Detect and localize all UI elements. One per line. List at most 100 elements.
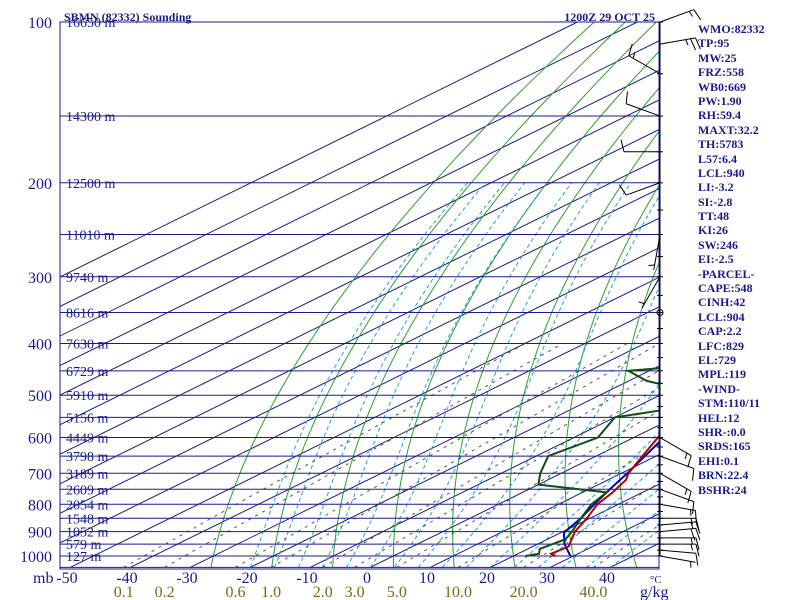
pressure-tick-label: 100 <box>28 15 52 32</box>
wind-barb <box>659 9 694 23</box>
wind-barb-feather <box>695 528 701 541</box>
temperature-axis-unit: °C <box>650 574 662 586</box>
index-row: STM:110/11 <box>698 396 761 411</box>
index-row: L57:6.4 <box>698 151 737 166</box>
wind-barb-feather <box>690 528 696 541</box>
temperature-tick-label: 10 <box>419 570 435 587</box>
wind-barb-feather <box>695 537 700 551</box>
wind-barb <box>641 276 661 309</box>
wind-barb <box>659 503 696 511</box>
wind-barb <box>626 103 661 117</box>
moist-adiabat-line <box>490 383 659 568</box>
index-row: LCL:904 <box>698 309 745 324</box>
index-row: MAXT:32.2 <box>698 122 759 137</box>
pressure-tick-label: 1000 <box>20 549 52 566</box>
pressure-tick-label: 500 <box>28 388 52 405</box>
wind-barb-feather <box>690 543 693 551</box>
index-row: WB0:669 <box>698 79 746 94</box>
wind-barb <box>659 521 696 526</box>
moist-adiabat-line <box>418 182 632 568</box>
height-label: 12500 m <box>66 177 116 192</box>
wind-barb <box>659 549 696 554</box>
mixing-ratio-unit: g/kg <box>640 584 668 600</box>
wind-barb-feather <box>692 501 695 514</box>
temperature-tick-label: -10 <box>296 570 317 587</box>
pressure-tick-label: 200 <box>28 176 52 193</box>
mixing-ratio-tick-label: 0.2 <box>155 584 175 600</box>
moist-adiabat-line <box>273 182 486 568</box>
isotherm-line <box>60 247 659 544</box>
pressure-tick-label: 700 <box>28 466 52 483</box>
wind-barb <box>659 37 696 45</box>
mixing-ratio-line <box>354 387 659 568</box>
temperature-tick-label: -30 <box>176 570 197 587</box>
dry-adiabat-line <box>452 87 659 568</box>
isotherm-line <box>60 158 659 455</box>
isotherm-line <box>70 276 659 568</box>
isotherm-line <box>60 22 578 278</box>
wind-barb <box>626 182 661 196</box>
height-label: 1052 m <box>66 526 109 541</box>
moist-adiabat-line <box>297 182 505 568</box>
index-row: MW:25 <box>698 50 737 65</box>
mixing-ratio-line <box>396 410 659 568</box>
index-row: LI:-3.2 <box>698 180 734 195</box>
isotherm-line <box>60 99 659 396</box>
calm-wind-marker <box>656 309 664 317</box>
wind-barb-feather <box>690 38 697 51</box>
wind-barb-feather <box>690 518 693 525</box>
index-row: TT:48 <box>698 209 730 224</box>
isotherm-line <box>60 69 659 367</box>
pressure-tick-label: 400 <box>28 337 52 354</box>
index-row: LFC:829 <box>698 338 744 353</box>
moist-adiabat-line <box>249 182 468 568</box>
mixing-ratio-tick-label: 20.0 <box>510 584 538 600</box>
isotherm-line <box>60 40 659 337</box>
dry-adiabat-line <box>618 261 659 568</box>
index-row: EHI:0.1 <box>698 453 740 468</box>
mixing-ratio-tick-label: 0.1 <box>114 584 134 600</box>
mixing-ratio-line <box>123 343 526 568</box>
isotherm-line <box>60 22 638 307</box>
temperature-tick-label: -50 <box>56 570 77 587</box>
mixing-ratio-line <box>235 343 628 568</box>
background-grid <box>60 22 659 568</box>
moist-adiabat-line <box>394 182 600 568</box>
mixing-ratio-line <box>457 444 659 568</box>
mixing-ratio-tick-label: 2.0 <box>313 584 333 600</box>
sounding-curves <box>525 367 659 557</box>
wind-barb-feather <box>618 184 627 196</box>
isotherm-line <box>60 217 659 514</box>
index-row: KI:26 <box>698 223 728 238</box>
height-label: 3798 m <box>66 450 109 465</box>
height-label: 579 m <box>66 538 102 553</box>
dry-adiabat-line <box>509 130 659 568</box>
pressure-tick-label: 600 <box>28 431 52 448</box>
isotherm-line <box>60 129 659 426</box>
temperature-tick-label: 0 <box>363 570 371 587</box>
index-panel: WMO:82332 TP:95 MW:25 FRZ:558 WB0:669 PW… <box>698 22 798 497</box>
height-label: 1548 m <box>66 512 109 527</box>
wind-barb-feather <box>695 543 700 557</box>
mixing-ratio-tick-label: 40.0 <box>579 584 607 600</box>
index-row: WMO:82332 <box>698 22 765 36</box>
temperature-curve <box>548 434 659 557</box>
wind-barb-feather <box>693 9 702 21</box>
chart-title: SBMN (82332) Sounding <box>64 10 191 24</box>
wind-barb-feather <box>694 37 701 50</box>
moist-adiabat-line <box>369 182 573 568</box>
isotherm-line <box>310 395 659 568</box>
wind-barb <box>628 55 661 75</box>
index-row: LCL:940 <box>698 165 745 180</box>
wind-barb-feather <box>684 452 688 460</box>
wind-barb-feather <box>625 91 628 104</box>
plot-frame <box>59 21 660 570</box>
dewpoint-curve <box>525 367 659 557</box>
wind-barb-feather <box>692 468 695 481</box>
moist-adiabat-line <box>514 431 659 568</box>
moist-adiabat-line <box>538 463 659 568</box>
wind-barb <box>659 437 692 456</box>
wind-barb-feather <box>684 488 688 495</box>
mixing-ratio-tick-label: 3.0 <box>345 584 365 600</box>
wind-barb-feather <box>695 553 699 566</box>
